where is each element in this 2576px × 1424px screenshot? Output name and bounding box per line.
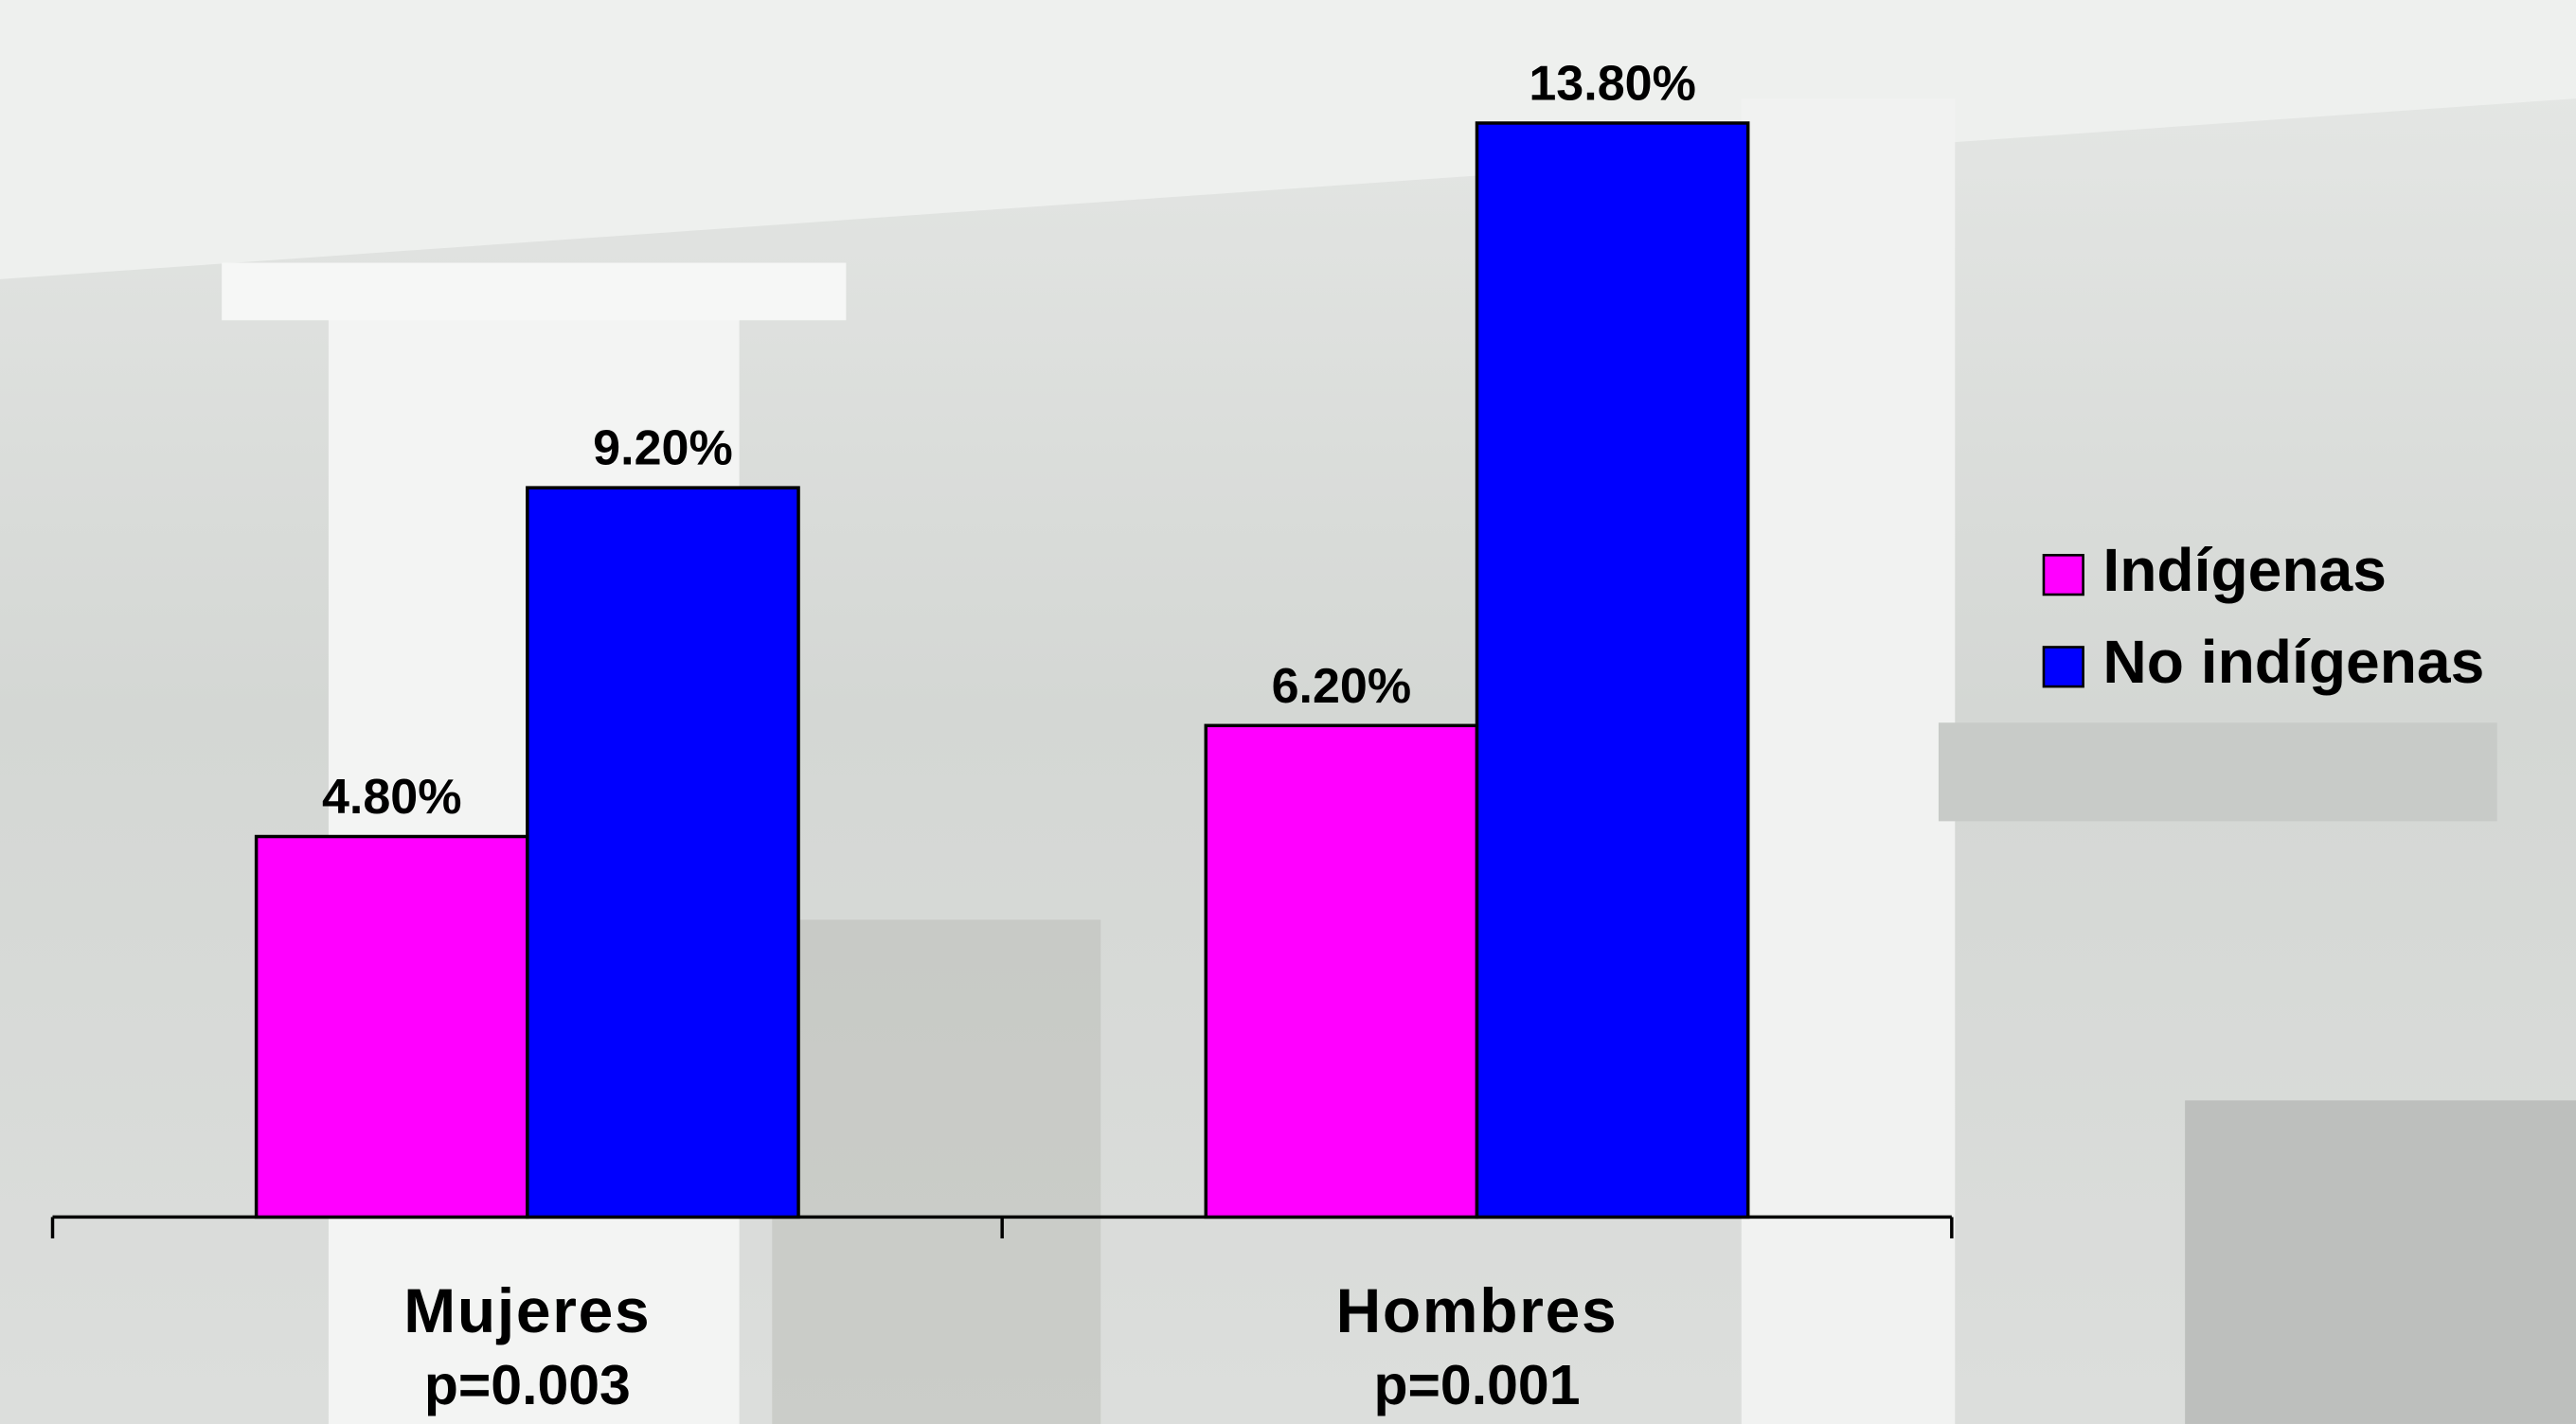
value-label: 6.20% <box>1272 659 1412 714</box>
bar <box>257 837 528 1218</box>
bar <box>1476 123 1747 1217</box>
bar <box>528 488 798 1217</box>
value-label: 9.20% <box>593 421 733 476</box>
category-note: p=0.001 <box>1373 1355 1580 1416</box>
category-note: p=0.003 <box>424 1355 631 1416</box>
legend-swatch <box>2044 647 2084 686</box>
chart: Mujeres p=0.003 4.80% 9.20% Hombres p=0.001 6.… <box>0 0 2576 1424</box>
legend-label: No indígenas <box>2102 628 2484 696</box>
bar <box>1206 725 1476 1217</box>
value-label: 4.80% <box>322 770 462 825</box>
value-label: 13.80% <box>1529 57 1695 112</box>
x-tick-label: Hombres <box>1336 1275 1619 1345</box>
legend-label: Indígenas <box>2102 536 2387 604</box>
legend-swatch <box>2044 555 2084 595</box>
page: {"chart_data": {"type": "bar", "categori… <box>0 0 2576 1424</box>
x-tick-label: Mujeres <box>403 1275 651 1345</box>
